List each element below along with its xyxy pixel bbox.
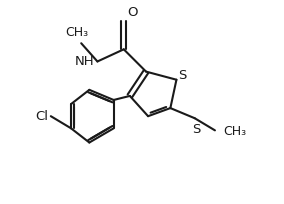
Text: Cl: Cl: [35, 110, 48, 123]
Text: NH: NH: [75, 55, 94, 68]
Text: S: S: [193, 123, 201, 136]
Text: O: O: [127, 6, 137, 19]
Text: CH₃: CH₃: [66, 26, 89, 39]
Text: S: S: [178, 69, 187, 82]
Text: CH₃: CH₃: [223, 125, 246, 138]
